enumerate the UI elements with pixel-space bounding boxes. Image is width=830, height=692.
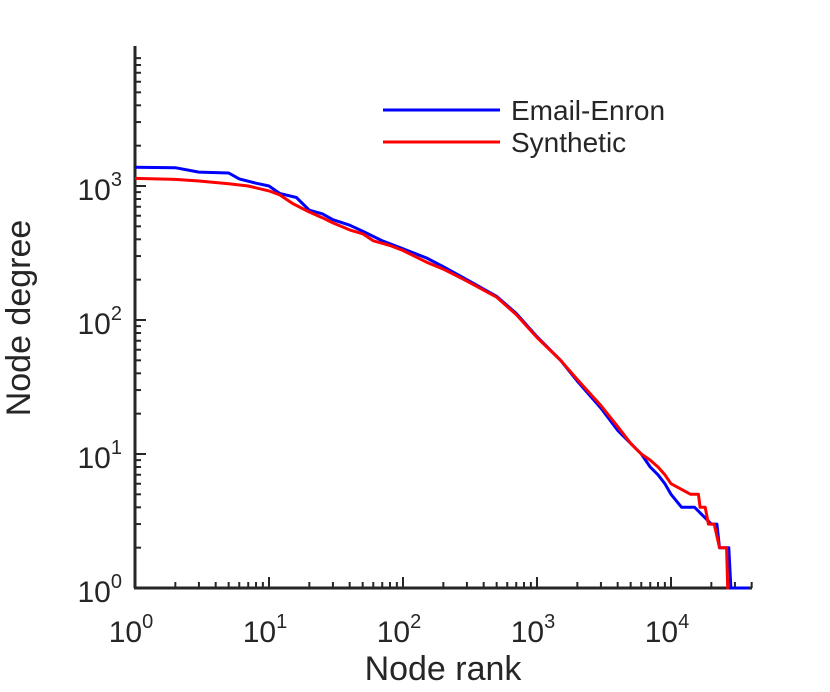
y-tick-label: 100 xyxy=(78,571,123,609)
x-tick-label: 104 xyxy=(645,611,690,649)
y-ticks: 100 101 102 103 xyxy=(78,169,146,609)
x-axis-title: Node rank xyxy=(365,650,523,688)
x-tick-label: 101 xyxy=(243,611,288,649)
y-tick-label: 101 xyxy=(78,437,123,475)
x-tick-label: 102 xyxy=(377,611,422,649)
legend-label-0: Email-Enron xyxy=(511,95,665,126)
x-ticks: 100 101 102 103 104 xyxy=(109,577,690,649)
x-tick-label: 103 xyxy=(511,611,556,649)
legend-label-1: Synthetic xyxy=(511,127,626,158)
y-tick-label: 102 xyxy=(78,303,123,341)
minor-ticks xyxy=(135,57,753,588)
x-tick-label: 100 xyxy=(109,611,154,649)
y-tick-label: 103 xyxy=(78,169,123,207)
series-lines xyxy=(134,165,749,590)
series-line-1 xyxy=(134,176,730,590)
y-axis-title: Node degree xyxy=(0,220,38,417)
